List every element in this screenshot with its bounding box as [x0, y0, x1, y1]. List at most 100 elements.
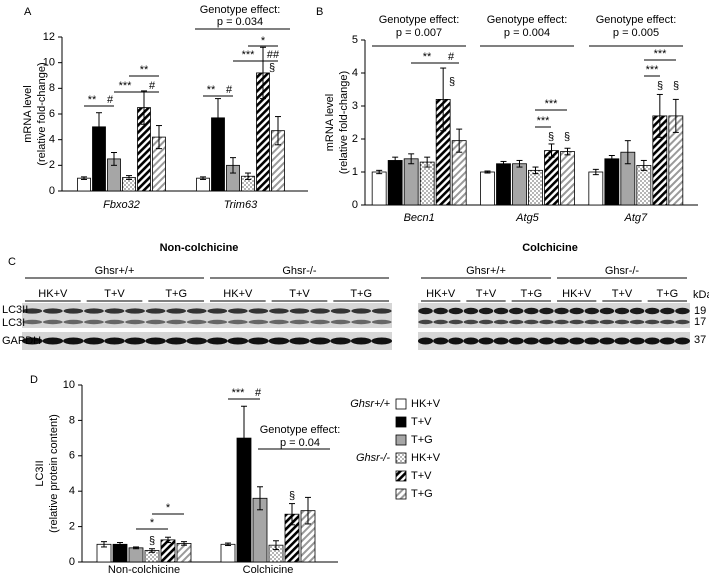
lane-label: HK+V — [426, 288, 456, 300]
y-tick-label: 0 — [352, 199, 358, 211]
band — [186, 308, 207, 314]
condition-label: Non-colchicine — [160, 242, 239, 254]
annotation: § — [564, 131, 570, 143]
error-bar — [289, 503, 295, 526]
band — [569, 337, 585, 345]
bar — [480, 171, 495, 206]
y-tick-label: 10 — [43, 57, 55, 69]
band — [599, 337, 615, 345]
error-bar — [215, 98, 221, 138]
band-label: LC3II — [2, 304, 28, 316]
annotation: § — [673, 80, 679, 92]
bar — [636, 164, 652, 206]
band — [674, 337, 690, 345]
y-tick-label: 1 — [352, 166, 358, 178]
band — [478, 307, 494, 315]
y-axis-label: mRNA level — [22, 85, 34, 142]
band — [310, 319, 330, 325]
x-tick-label: Colchicine — [243, 564, 294, 576]
annotation: p = 0.005 — [613, 27, 659, 39]
band — [124, 337, 146, 345]
error-bar — [440, 67, 447, 132]
annotation: ## — [267, 49, 280, 61]
x-tick-label: Fbxo32 — [103, 199, 140, 211]
annotation: *** — [654, 48, 668, 60]
y-tick-label: 4 — [49, 134, 55, 146]
band — [330, 308, 351, 314]
bar — [128, 547, 144, 563]
kda-label: 37 — [694, 334, 706, 346]
band-label: GAPDH — [2, 335, 41, 347]
error-bar — [564, 147, 571, 156]
error-bar — [133, 546, 139, 550]
legend-label: T+V — [411, 470, 432, 482]
error-bar — [101, 541, 107, 548]
band — [186, 319, 207, 325]
band — [448, 319, 464, 325]
band — [629, 337, 645, 345]
y-tick-label: 12 — [43, 31, 55, 43]
legend-label: T+V — [411, 416, 432, 428]
error-bar — [149, 548, 155, 553]
band — [351, 308, 372, 314]
genotype-label: Ghsr-/- — [282, 265, 317, 277]
error-bar — [376, 169, 383, 175]
band — [538, 337, 554, 345]
y-tick-label: 4 — [69, 485, 75, 497]
band — [554, 337, 570, 345]
error-bar — [640, 159, 647, 171]
annotation: p = 0.04 — [280, 437, 320, 449]
band — [125, 319, 145, 325]
y-tick-label: 2 — [352, 133, 358, 145]
band — [463, 307, 479, 315]
band — [554, 307, 569, 315]
band — [207, 337, 228, 345]
band — [599, 319, 615, 325]
y-axis-label: LC3II — [34, 460, 46, 486]
band — [165, 337, 187, 345]
annotation: § — [449, 76, 455, 88]
legend-label: T+G — [411, 488, 433, 500]
x-tick-label: Trim63 — [224, 199, 258, 211]
band — [463, 337, 479, 345]
band — [166, 319, 187, 325]
legend-swatch — [395, 434, 407, 446]
y-tick-label: 3 — [352, 100, 358, 112]
band — [614, 319, 630, 325]
error-bar — [225, 542, 231, 547]
band — [248, 319, 269, 325]
band — [433, 337, 449, 345]
x-tick-label: Non-colchicine — [108, 564, 180, 576]
error-bar — [181, 541, 187, 546]
bar — [604, 158, 620, 206]
error-bar — [424, 156, 431, 168]
annotation: # — [448, 51, 455, 63]
band — [371, 319, 392, 325]
error-bar — [672, 98, 679, 133]
band — [83, 337, 105, 345]
error-bar — [532, 166, 539, 175]
y-tick-label: 8 — [49, 82, 55, 94]
band — [539, 307, 554, 315]
band — [584, 307, 600, 315]
band — [584, 319, 600, 325]
band — [660, 307, 675, 315]
band — [569, 307, 584, 315]
bar — [387, 160, 403, 206]
error-bar — [245, 172, 251, 180]
lane-label: T+G — [165, 288, 187, 300]
error-bar — [608, 155, 615, 163]
annotation: § — [289, 490, 295, 502]
bar — [77, 177, 91, 192]
band — [675, 319, 690, 325]
lane-label: T+V — [476, 288, 497, 300]
bar — [496, 163, 511, 206]
genotype-label: Ghsr-/- — [605, 265, 640, 277]
band — [493, 307, 509, 315]
band — [227, 337, 249, 345]
lane-label: T+V — [612, 288, 633, 300]
band — [42, 319, 63, 325]
error-bar — [200, 176, 206, 180]
legend-swatch — [395, 470, 407, 482]
y-axis-label: (relative fold-change) — [338, 71, 350, 174]
